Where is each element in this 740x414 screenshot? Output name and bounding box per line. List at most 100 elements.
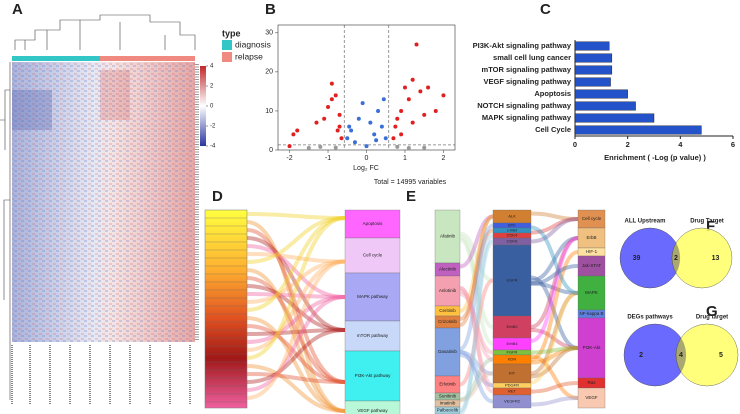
flow: [459, 286, 494, 394]
point: [322, 116, 327, 121]
flow: [530, 346, 579, 379]
node-label: CDK4: [507, 233, 518, 238]
group-bar: [100, 56, 195, 61]
node-label: Palbociclib: [437, 408, 459, 413]
scale-label: -4: [210, 144, 216, 150]
venn-label: Drug Target: [690, 219, 724, 225]
bar: [574, 41, 610, 51]
node-label: MAPK pathway: [357, 294, 389, 299]
node-label: ALK: [508, 214, 516, 219]
flow: [246, 372, 346, 384]
node-label: NF-kappa B: [579, 311, 603, 316]
scale-label: -2: [210, 124, 216, 130]
point: [414, 42, 419, 47]
node-label: Ras: [587, 380, 596, 385]
flow: [459, 214, 494, 327]
x-tick-label: 0: [573, 140, 577, 149]
y-tick-label: mTOR signaling pathway: [482, 65, 572, 74]
point: [339, 136, 344, 141]
point: [333, 145, 338, 150]
flow: [530, 225, 579, 295]
point: [329, 97, 334, 102]
x-tick-label: 6: [731, 140, 735, 149]
heatmap-texture: [12, 62, 195, 342]
node-label: FGFR: [507, 350, 518, 355]
point: [410, 77, 415, 82]
flow: [459, 292, 494, 355]
y-tick-label: 20: [265, 69, 273, 76]
point: [337, 112, 342, 117]
venn-count: 2: [639, 352, 643, 359]
point: [418, 89, 423, 94]
flow: [246, 284, 346, 332]
point: [395, 144, 400, 149]
flow: [246, 236, 346, 332]
node-label: VEGF pathway: [357, 408, 388, 413]
node: [434, 275, 461, 307]
flow: [246, 292, 346, 299]
point: [381, 97, 386, 102]
bar: [574, 89, 628, 99]
node-label: Apoptosis: [363, 221, 384, 226]
flow: [459, 214, 494, 269]
flow: [530, 236, 579, 343]
flow: [530, 211, 579, 221]
point: [399, 108, 404, 113]
flow: [246, 244, 346, 299]
point: [337, 124, 342, 129]
node-label: EGFR: [506, 278, 517, 283]
heatmap-block: [100, 70, 130, 120]
point: [356, 116, 361, 121]
venn-label: ALL Upstream: [625, 219, 666, 225]
node-label: Cell cycle: [582, 216, 602, 221]
flow: [246, 259, 346, 352]
venn-count: 4: [679, 352, 683, 359]
flow: [246, 228, 346, 384]
flow: [459, 350, 494, 376]
y-tick-label: VEGF signaling pathway: [483, 77, 571, 86]
panel-label: F: [706, 218, 715, 235]
point: [329, 81, 334, 86]
flow: [246, 268, 346, 413]
node-label: CDK6: [507, 239, 518, 244]
x-tick-label: -1: [325, 155, 331, 162]
y-tick-label: 0: [269, 147, 273, 154]
gene-dividers: [205, 217, 247, 403]
point: [314, 120, 319, 125]
node-label: ErbB2: [506, 324, 518, 329]
node: [344, 272, 401, 322]
bar: [574, 65, 613, 75]
flow: [459, 214, 494, 313]
node-label: Cell cycle: [363, 253, 383, 258]
point: [291, 132, 296, 137]
x-tick-label: 0: [365, 155, 369, 162]
flow: [246, 216, 346, 312]
flow: [530, 346, 579, 355]
flow: [246, 216, 346, 264]
panel-label: C: [540, 1, 551, 18]
color-scale: [200, 66, 206, 146]
venn-label: Drug target: [696, 315, 728, 321]
y-tick-label: PI3K-Akt signaling pathway: [473, 41, 572, 50]
point: [326, 105, 331, 110]
row-dendrogram: [0, 62, 11, 400]
column-labels: [11, 345, 191, 405]
panel-label: A: [12, 1, 23, 18]
flow: [530, 236, 579, 329]
node-label: c-Met: [507, 228, 518, 233]
node-label: ErbB4: [506, 341, 518, 346]
node-label: Afatinib: [440, 234, 456, 239]
dendrogram: [14, 14, 196, 50]
flow: [246, 259, 346, 400]
venn-overlap: [675, 324, 686, 386]
flow: [530, 291, 579, 385]
node-label: HIF-1: [586, 249, 598, 254]
node-label: BTK: [508, 223, 516, 228]
node: [492, 244, 532, 317]
x-tick-label: 2: [442, 155, 446, 162]
flow: [530, 250, 579, 362]
y-tick-label: Cell Cycle: [535, 125, 571, 134]
flow: [530, 396, 579, 407]
legend-swatch: [222, 52, 232, 62]
flow: [530, 264, 579, 286]
